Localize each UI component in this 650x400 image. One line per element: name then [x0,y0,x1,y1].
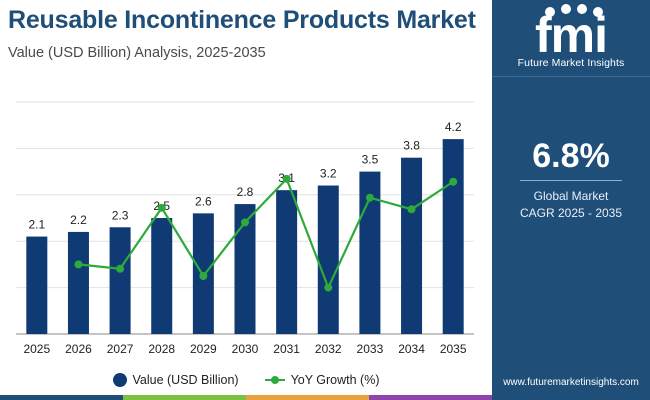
cagr-label-line1: Global Market [533,189,609,203]
chart-subtitle: Value (USD Billion) Analysis, 2025-2035 [8,45,266,61]
bar [317,185,339,334]
x-tick-label: 2030 [232,342,259,356]
growth-point [74,260,83,269]
bar-value-label: 3.5 [362,153,379,167]
growth-point [365,193,374,202]
bar [442,139,464,334]
cagr-label: Global Market CAGR 2025 - 2035 [492,188,650,222]
x-tick-label: 2026 [65,342,92,356]
fmi-logo: fmi Future Market Insights [492,0,650,78]
footer-strip-segment [0,395,123,400]
logo-dot-icon [577,4,587,14]
legend-item-value: Value (USD Billion) [112,373,239,387]
x-tick-label: 2035 [440,342,467,356]
footer-strip-segment [123,395,246,400]
growth-point [324,283,333,292]
fmi-logo-mark: fmi [535,4,608,60]
growth-point [199,272,208,280]
footer-strip-segment [246,395,369,400]
x-tick-label: 2032 [315,342,342,356]
legend-line-swatch [264,376,285,384]
legend-line-label: YoY Growth (%) [290,373,380,387]
chart-title: Reusable Incontinence Products Market [8,6,476,34]
bar [26,236,48,334]
bar-value-label: 2.8 [237,185,254,199]
cagr-divider [520,180,622,181]
bar-value-label: 3.8 [403,139,420,153]
bar [234,204,256,334]
bar-value-label: 3.2 [320,167,337,181]
x-tick-label: 2031 [273,342,300,356]
logo-divider [492,76,650,77]
bar [276,190,298,334]
x-tick-label: 2033 [357,342,384,356]
x-tick-label: 2025 [23,342,50,356]
logo-dot-icon [545,7,555,17]
bar-value-label: 2.1 [28,218,45,232]
growth-point [407,205,416,214]
cagr-label-line2: CAGR 2025 - 2035 [519,206,623,220]
logo-tagline: Future Market Insights [517,57,625,69]
sidebar-panel: fmi Future Market Insights 6.8% Global M… [492,0,650,400]
footer-color-strip [0,395,492,400]
logo-dot-icon [593,7,603,17]
bar [151,218,173,334]
growth-point [282,174,291,183]
legend-bar-label: Value (USD Billion) [132,373,239,387]
x-tick-label: 2027 [107,342,134,356]
x-tick-label: 2028 [148,342,175,356]
legend-bar-swatch [112,373,127,387]
footer-strip-segment [369,395,492,400]
bar [359,171,381,334]
bar-value-label: 4.2 [445,120,462,134]
bar-value-label: 2.6 [195,194,212,208]
x-tick-label: 2029 [190,342,217,356]
cagr-value: 6.8% [532,137,610,175]
chart-area: 2.120252.220262.320272.520282.620292.820… [0,82,492,362]
bar-value-label: 2.3 [112,208,129,222]
growth-point [241,218,249,227]
growth-point [157,203,166,212]
growth-point [116,264,125,273]
growth-line [78,177,454,289]
bar-value-label: 2.2 [70,213,87,227]
growth-point [449,177,458,186]
website-url: www.futuremarketinsights.com [503,377,639,388]
combo-chart: 2.120252.220262.320272.520282.620292.820… [16,101,474,356]
bar [401,157,423,334]
chart-legend: Value (USD Billion) YoY Growth (%) [0,365,492,395]
bar [109,227,131,334]
legend-item-growth: YoY Growth (%) [264,373,380,387]
x-tick-label: 2034 [398,342,425,356]
logo-dot-icon [561,4,571,14]
bar [67,231,89,334]
